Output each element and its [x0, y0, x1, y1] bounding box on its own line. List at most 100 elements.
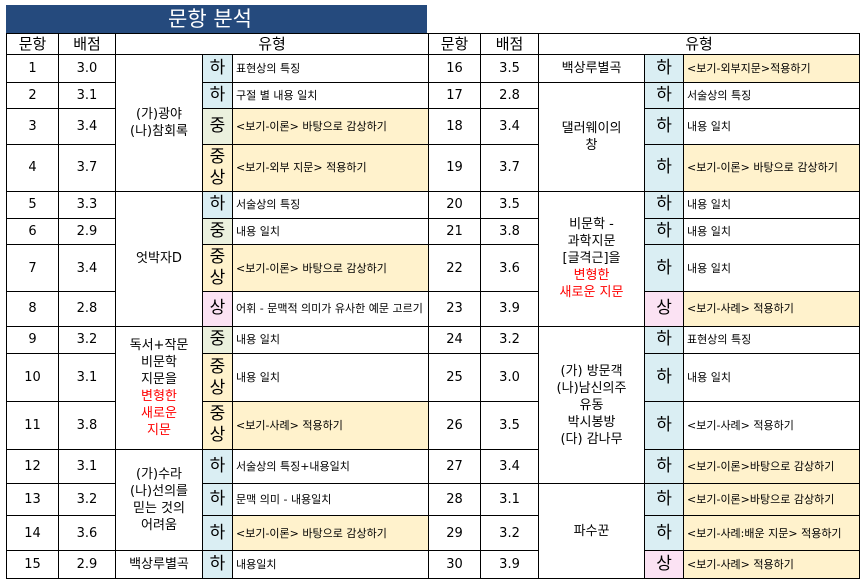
item-type: 서술상의 특징+내용일치: [231, 448, 430, 485]
item-score: 3.7: [480, 143, 540, 192]
item-type: <보기-사례> 적용하기: [231, 401, 430, 450]
header-score: 배점: [58, 32, 116, 56]
difficulty-badge: 중: [202, 325, 233, 355]
item-score: 3.1: [480, 483, 540, 516]
item-score: 3.6: [480, 244, 540, 293]
table-row: 12 3.1 (가)수라 (나)선의를 믿는 것의 어려움 하 서술상의 특징+내용일…: [6, 448, 861, 552]
table-row: 4 3.7 중상 <보기-외부 지문> 적용하기 19 3.7 하 <보기-이론…: [6, 143, 861, 192]
item-number: 12: [6, 448, 59, 485]
item-number: 16: [428, 54, 482, 83]
item-score: 3.6: [58, 514, 116, 552]
item-number: 14: [6, 514, 59, 552]
item-type: <보기-외부지문>적용하기: [683, 54, 861, 83]
table-row: 2 3.1 하 구절 별 내용 일치 17 2.8 댈러웨이의 창 하 서술상의 …: [6, 81, 861, 192]
item-number: 1: [6, 54, 59, 83]
header-score: 배점: [480, 32, 540, 56]
item-type: <보기-이론> 바탕으로 감상하기: [231, 244, 430, 293]
difficulty-badge: 중상: [202, 244, 233, 293]
item-score: 2.8: [480, 81, 540, 110]
item-number: 28: [428, 483, 482, 516]
analysis-table: 문항 배점 유형 문항 배점 유형 1 3.0 (가)광야 (나)참회록 하 표현…: [6, 32, 861, 579]
item-type: <보기-외부 지문> 적용하기: [231, 143, 430, 192]
table-row: 10 3.1 중상 내용 일치 25 3.0 하 내용 일치: [6, 353, 861, 402]
item-type: 내용 일치: [231, 218, 430, 246]
difficulty-badge: 중상: [202, 143, 233, 192]
item-type: <보기-이론> 바탕으로 감상하기: [231, 514, 430, 552]
source-cell: 댈러웨이의 창: [538, 81, 646, 192]
item-type: 표현상의 특징: [683, 325, 861, 355]
table-row: 3 3.4 중 <보기-이론> 바탕으로 감상하기 18 3.4 하 내용 일치: [6, 108, 861, 145]
item-type: 내용 일치: [683, 190, 861, 220]
item-type: <보기-이론>바탕으로 감상하기: [683, 448, 861, 485]
item-score: 3.2: [480, 514, 540, 552]
difficulty-badge: 하: [202, 550, 233, 579]
table-row: 8 2.8 상 어휘 - 문맥적 의미가 유사한 예문 고르기 23 3.9 상…: [6, 291, 861, 327]
item-score: 2.9: [58, 218, 116, 246]
page-title: 문항 분석: [6, 5, 427, 33]
table-row: 13 3.2 하 문맥 의미 - 내용일치 28 3.1 파수꾼 하 <보기-이…: [6, 483, 861, 579]
source-cell: 파수꾼: [538, 483, 646, 579]
item-type: <보기-사례> 적용하기: [683, 401, 861, 450]
item-type: 어휘 - 문맥적 의미가 유사한 예문 고르기: [231, 291, 430, 327]
item-score: 3.1: [58, 448, 116, 485]
item-type: 내용 일치: [231, 353, 430, 402]
item-score: 3.4: [58, 108, 116, 145]
item-type: 내용 일치: [683, 353, 861, 402]
item-type: 내용 일치: [683, 108, 861, 145]
source-cell: 엇박자D: [115, 190, 203, 327]
difficulty-badge: 중상: [202, 353, 233, 402]
source-cell: (가) 방문객 (나)남신의주 유동 박시봉방 (다) 감나무: [538, 325, 646, 485]
item-number: 11: [6, 401, 59, 450]
item-score: 3.8: [58, 401, 116, 450]
difficulty-badge: 하: [644, 244, 685, 293]
difficulty-badge: 하: [644, 54, 685, 83]
source-cell: 비문학 - 과학지문 [글격근]을 변형한 새로운 지문: [538, 190, 646, 327]
item-type: 내용 일치: [683, 244, 861, 293]
item-score: 3.2: [58, 483, 116, 516]
difficulty-badge: 하: [644, 325, 685, 355]
item-number: 17: [428, 81, 482, 110]
item-score: 2.8: [58, 291, 116, 327]
difficulty-badge: 하: [644, 401, 685, 450]
item-number: 30: [428, 550, 482, 579]
item-number: 23: [428, 291, 482, 327]
difficulty-badge: 하: [644, 448, 685, 485]
difficulty-badge: 상: [644, 291, 685, 327]
source-cell: 독서+작문 비문학 지문을 변형한 새로운 지문: [115, 325, 203, 450]
item-number: 24: [428, 325, 482, 355]
difficulty-badge: 하: [644, 483, 685, 516]
source-cell: (가)수라 (나)선의를 믿는 것의 어려움: [115, 448, 203, 552]
header-num: 문항: [6, 32, 59, 56]
item-number: 4: [6, 143, 59, 192]
item-number: 25: [428, 353, 482, 402]
item-type: <보기-이론> 바탕으로 감상하기: [231, 108, 430, 145]
item-score: 3.4: [58, 244, 116, 293]
item-score: 3.2: [480, 325, 540, 355]
item-type: <보기-사례> 적용하기: [683, 291, 861, 327]
item-type: 서술상의 특징: [231, 190, 430, 220]
item-score: 3.1: [58, 353, 116, 402]
item-number: 7: [6, 244, 59, 293]
item-type: <보기-사례> 적용하기: [683, 550, 861, 579]
item-number: 29: [428, 514, 482, 552]
item-number: 13: [6, 483, 59, 516]
item-type: 표현상의 특징: [231, 54, 430, 83]
source-cell: 백상루별곡: [115, 550, 203, 579]
difficulty-badge: 하: [644, 143, 685, 192]
difficulty-badge: 하: [644, 218, 685, 246]
item-score: 2.9: [58, 550, 116, 579]
item-score: 3.5: [480, 401, 540, 450]
item-score: 3.8: [480, 218, 540, 246]
source-cell: (가)광야 (나)참회록: [115, 54, 203, 192]
item-number: 3: [6, 108, 59, 145]
item-type: 내용 일치: [683, 218, 861, 246]
item-score: 3.0: [480, 353, 540, 402]
header-type: 유형: [538, 32, 861, 56]
table-row: 7 3.4 중상 <보기-이론> 바탕으로 감상하기 22 3.6 하 내용 일…: [6, 244, 861, 293]
item-number: 10: [6, 353, 59, 402]
table-row: 15 2.9 백상루별곡 하 내용일치 30 3.9 상 <보기-사례> 적용하…: [6, 550, 861, 579]
item-type: <보기-사례:배운 지문> 적용하기: [683, 514, 861, 552]
difficulty-badge: 하: [202, 81, 233, 110]
difficulty-badge: 하: [644, 190, 685, 220]
item-score: 3.5: [480, 54, 540, 83]
